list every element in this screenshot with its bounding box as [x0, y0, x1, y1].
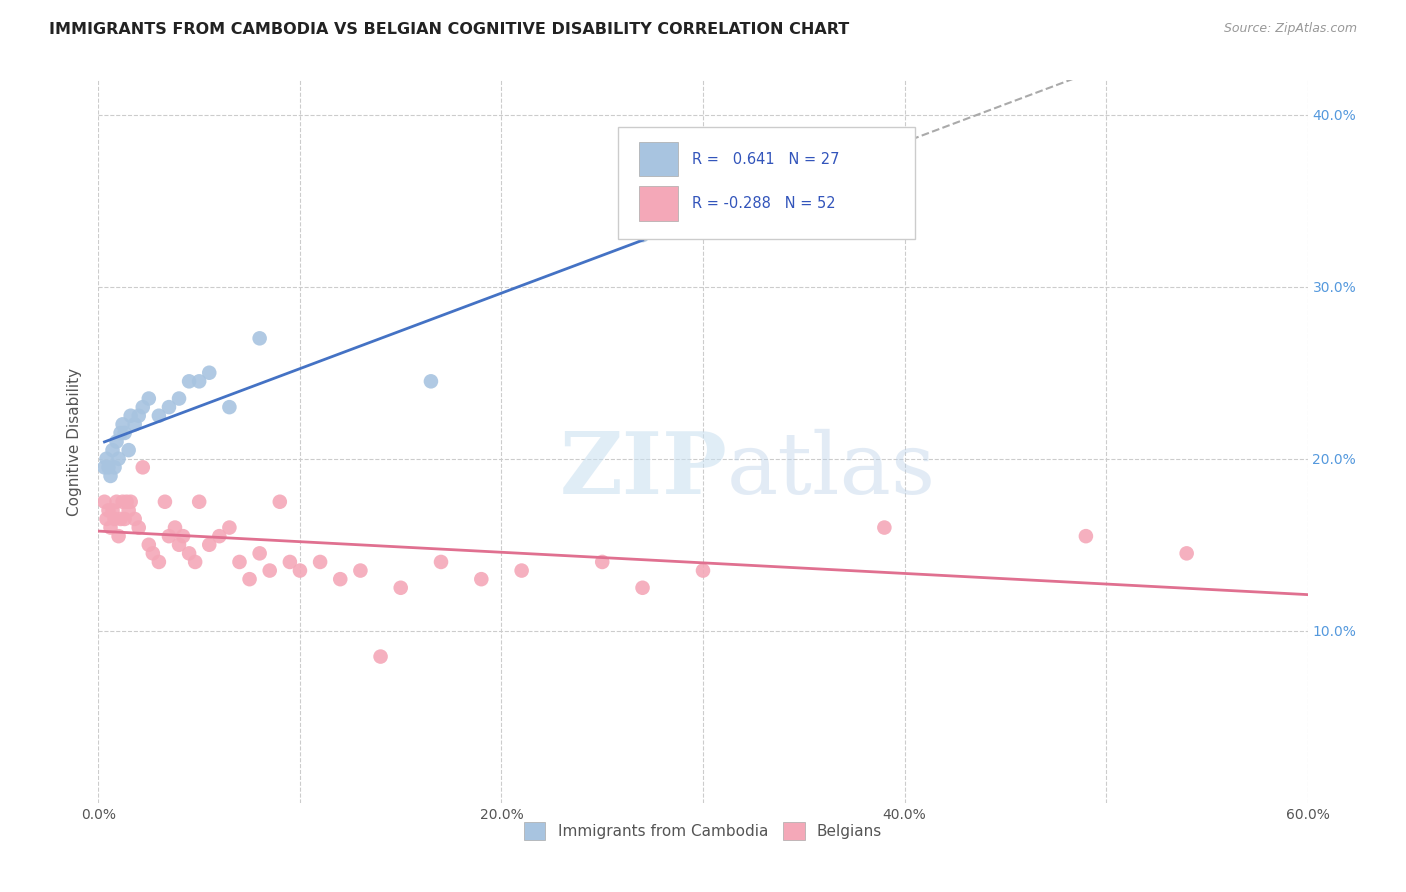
Point — [101, 503, 124, 517]
Text: R =   0.641   N = 27: R = 0.641 N = 27 — [692, 152, 839, 167]
Point — [107, 451, 129, 466]
Point — [430, 555, 453, 569]
Point — [101, 443, 124, 458]
Point — [591, 555, 613, 569]
Point — [96, 512, 118, 526]
Text: atlas: atlas — [727, 429, 936, 512]
Point — [218, 400, 240, 414]
Point — [114, 512, 136, 526]
Point — [420, 375, 443, 389]
Point — [631, 228, 654, 243]
Point — [107, 529, 129, 543]
Point — [269, 494, 291, 508]
Text: Source: ZipAtlas.com: Source: ZipAtlas.com — [1223, 22, 1357, 36]
Point — [103, 460, 125, 475]
Point — [93, 494, 115, 508]
Point — [153, 494, 176, 508]
Point — [288, 564, 311, 578]
Point — [278, 555, 301, 569]
Text: R = -0.288   N = 52: R = -0.288 N = 52 — [692, 196, 835, 211]
Point — [470, 572, 492, 586]
Point — [118, 443, 141, 458]
Point — [110, 512, 132, 526]
Point — [120, 409, 142, 423]
Point — [97, 503, 120, 517]
Point — [184, 555, 207, 569]
Point — [128, 409, 150, 423]
Point — [138, 392, 160, 406]
Point — [148, 409, 170, 423]
Point — [93, 460, 115, 475]
Point — [188, 375, 211, 389]
Point — [198, 538, 221, 552]
Point — [124, 512, 146, 526]
Point — [1175, 546, 1198, 560]
Point — [873, 520, 896, 534]
Point — [148, 555, 170, 569]
Text: IMMIGRANTS FROM CAMBODIA VS BELGIAN COGNITIVE DISABILITY CORRELATION CHART: IMMIGRANTS FROM CAMBODIA VS BELGIAN COGN… — [49, 22, 849, 37]
Point — [157, 529, 180, 543]
Point — [96, 451, 118, 466]
Point — [208, 529, 231, 543]
Point — [218, 520, 240, 534]
Point — [142, 546, 165, 560]
Point — [239, 572, 262, 586]
Point — [132, 400, 155, 414]
Point — [167, 538, 190, 552]
FancyBboxPatch shape — [638, 186, 678, 221]
Point — [138, 538, 160, 552]
Point — [157, 400, 180, 414]
Point — [100, 520, 122, 534]
Point — [124, 417, 146, 432]
Point — [692, 564, 714, 578]
FancyBboxPatch shape — [638, 142, 678, 177]
Point — [163, 520, 186, 534]
Point — [172, 529, 194, 543]
Point — [349, 564, 371, 578]
Point — [631, 581, 654, 595]
Point — [228, 555, 250, 569]
Point — [329, 572, 352, 586]
Point — [179, 546, 201, 560]
Point — [188, 494, 211, 508]
Point — [118, 503, 141, 517]
Point — [111, 417, 134, 432]
Point — [97, 460, 120, 475]
Legend: Immigrants from Cambodia, Belgians: Immigrants from Cambodia, Belgians — [517, 816, 889, 846]
Point — [132, 460, 155, 475]
Point — [179, 375, 201, 389]
Point — [1074, 529, 1097, 543]
Point — [309, 555, 332, 569]
Point — [389, 581, 412, 595]
Point — [167, 392, 190, 406]
Point — [128, 520, 150, 534]
Point — [105, 494, 128, 508]
FancyBboxPatch shape — [619, 128, 915, 239]
Point — [103, 512, 125, 526]
Point — [249, 331, 271, 345]
Point — [259, 564, 281, 578]
Point — [198, 366, 221, 380]
Point — [510, 564, 533, 578]
Y-axis label: Cognitive Disability: Cognitive Disability — [67, 368, 83, 516]
Point — [370, 649, 392, 664]
Point — [115, 494, 138, 508]
Point — [114, 425, 136, 440]
Point — [110, 425, 132, 440]
Point — [111, 494, 134, 508]
Point — [120, 494, 142, 508]
Text: ZIP: ZIP — [560, 428, 727, 512]
Point — [100, 469, 122, 483]
Point — [249, 546, 271, 560]
Point — [105, 434, 128, 449]
